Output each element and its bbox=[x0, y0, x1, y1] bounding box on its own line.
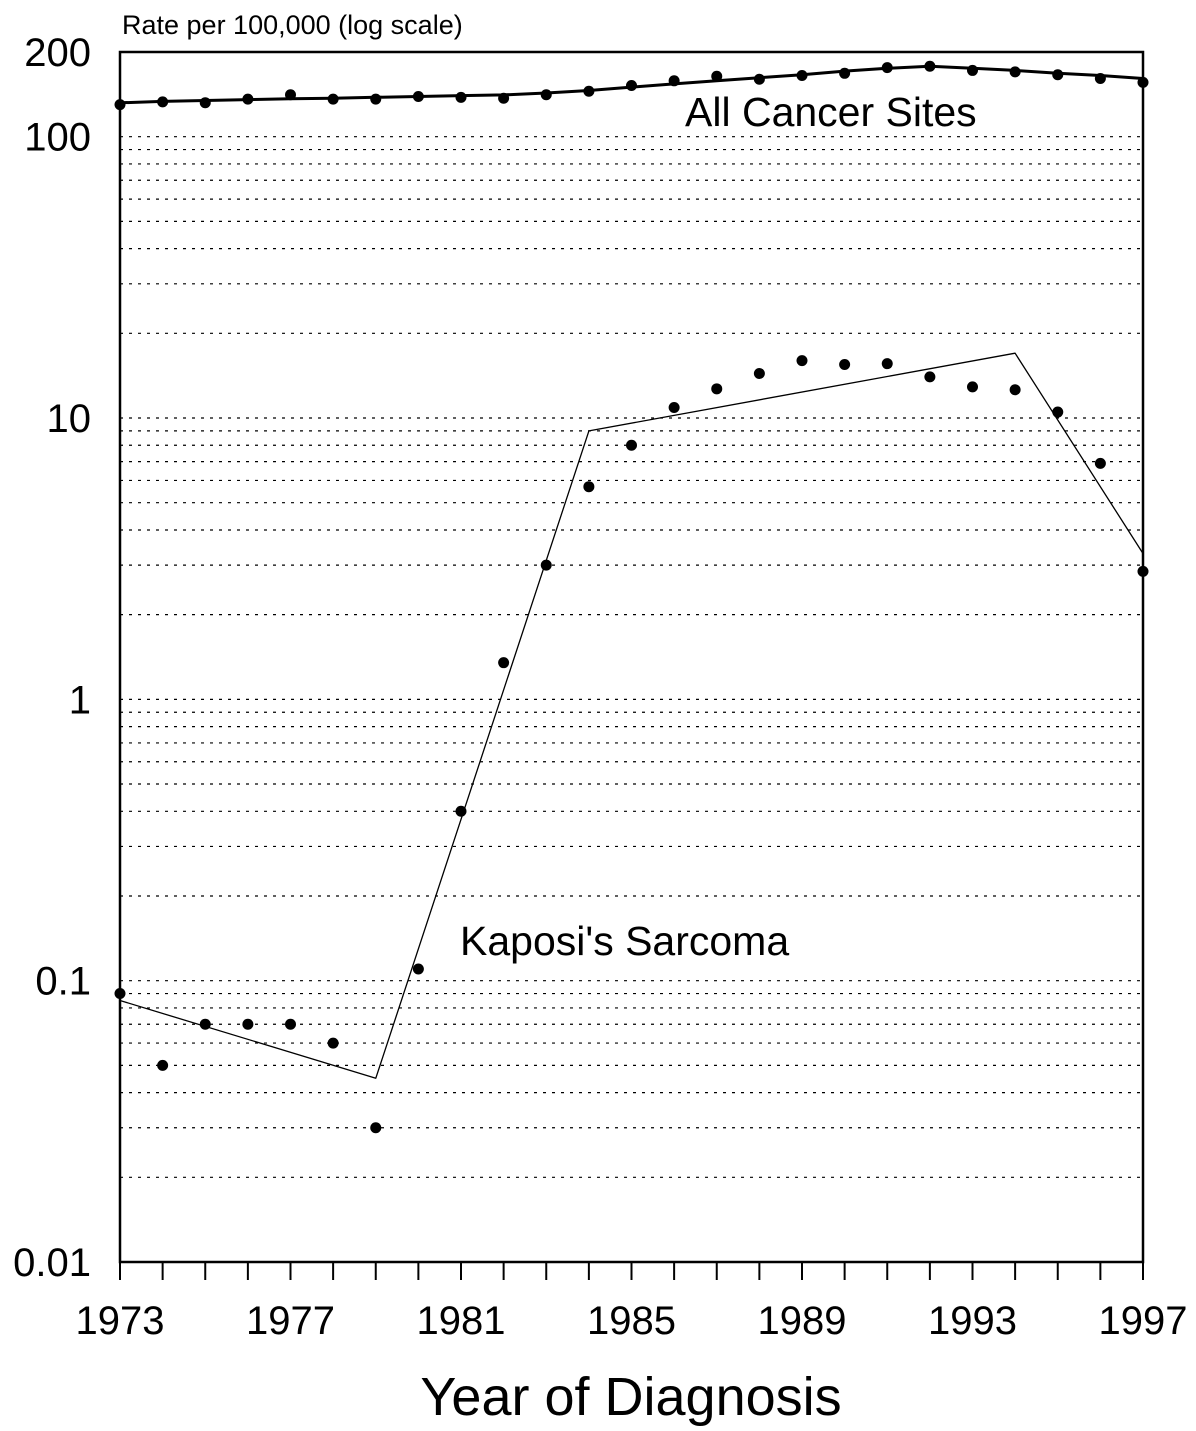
data-point-all-cancer-sites bbox=[327, 93, 339, 105]
y-tick-label: 0.1 bbox=[35, 960, 91, 1004]
trend-line-kaposis-sarcoma bbox=[119, 352, 1144, 1079]
data-point-all-cancer-sites bbox=[881, 62, 893, 74]
data-point-kaposis-sarcoma bbox=[157, 1059, 169, 1071]
data-point-all-cancer-sites bbox=[711, 70, 723, 82]
data-point-kaposis-sarcoma bbox=[540, 559, 552, 571]
y-tick-label: 10 bbox=[47, 397, 92, 441]
data-point-kaposis-sarcoma bbox=[1052, 406, 1064, 418]
data-point-kaposis-sarcoma bbox=[881, 358, 893, 370]
y-axis-label: Rate per 100,000 (log scale) bbox=[122, 10, 463, 40]
data-point-kaposis-sarcoma bbox=[967, 381, 978, 393]
y-tick-label: 1 bbox=[69, 678, 91, 722]
x-tick-label: 1977 bbox=[246, 1299, 335, 1343]
data-point-kaposis-sarcoma bbox=[1094, 457, 1106, 469]
data-point-kaposis-sarcoma bbox=[583, 481, 595, 493]
data-point-kaposis-sarcoma bbox=[370, 1122, 382, 1134]
data-point-all-cancer-sites bbox=[839, 67, 851, 79]
data-point-all-cancer-sites bbox=[1094, 73, 1106, 85]
y-tick-label: 200 bbox=[24, 31, 91, 75]
data-point-kaposis-sarcoma bbox=[242, 1018, 254, 1030]
data-point-kaposis-sarcoma bbox=[498, 657, 510, 669]
series-label-all-cancer-sites: All Cancer Sites bbox=[685, 89, 977, 135]
data-point-all-cancer-sites bbox=[540, 89, 552, 101]
data-point-all-cancer-sites bbox=[924, 60, 936, 72]
x-axis-label: Year of Diagnosis bbox=[420, 1367, 841, 1427]
x-tick-label: 1997 bbox=[1099, 1299, 1188, 1343]
data-point-kaposis-sarcoma bbox=[285, 1018, 296, 1030]
data-point-all-cancer-sites bbox=[242, 93, 254, 105]
data-point-all-cancer-sites bbox=[498, 92, 510, 104]
x-ticks: 1973 1977 1981 1985 1989 1993 1997 bbox=[76, 1262, 1188, 1343]
data-point-kaposis-sarcoma bbox=[924, 371, 936, 383]
plot-frame bbox=[118, 50, 1145, 1264]
y-ticks: 0.01 0.1 1 10 100 200 bbox=[13, 31, 91, 1285]
data-point-kaposis-sarcoma bbox=[199, 1018, 211, 1030]
x-tick-label: 1993 bbox=[928, 1299, 1017, 1343]
data-point-kaposis-sarcoma bbox=[1009, 384, 1021, 396]
data-point-all-cancer-sites bbox=[412, 90, 424, 102]
gridlines bbox=[120, 136, 1143, 1178]
data-point-all-cancer-sites bbox=[967, 64, 978, 76]
data-point-all-cancer-sites bbox=[1052, 69, 1064, 81]
data-point-kaposis-sarcoma bbox=[796, 355, 808, 367]
data-point-all-cancer-sites bbox=[370, 93, 382, 105]
data-point-all-cancer-sites bbox=[157, 96, 169, 108]
data-point-kaposis-sarcoma bbox=[626, 439, 637, 451]
x-tick-label: 1989 bbox=[758, 1299, 847, 1343]
data-point-all-cancer-sites bbox=[285, 89, 296, 101]
data-point-all-cancer-sites bbox=[455, 91, 467, 103]
data-point-all-cancer-sites bbox=[583, 85, 595, 97]
data-point-kaposis-sarcoma bbox=[327, 1037, 339, 1049]
data-point-all-cancer-sites bbox=[199, 97, 211, 109]
data-point-kaposis-sarcoma bbox=[753, 367, 765, 379]
data-points bbox=[114, 60, 1149, 1134]
y-tick-label: 100 bbox=[24, 116, 91, 160]
data-point-kaposis-sarcoma bbox=[839, 358, 851, 370]
data-point-kaposis-sarcoma bbox=[412, 963, 424, 975]
data-point-kaposis-sarcoma bbox=[668, 401, 680, 413]
data-point-all-cancer-sites bbox=[753, 73, 765, 85]
data-point-kaposis-sarcoma bbox=[711, 383, 723, 395]
x-tick-label: 1981 bbox=[417, 1299, 506, 1343]
y-tick-label: 0.01 bbox=[13, 1241, 91, 1285]
x-tick-label: 1985 bbox=[587, 1299, 676, 1343]
series-label-kaposis-sarcoma: Kaposi's Sarcoma bbox=[460, 918, 789, 964]
x-tick-label: 1973 bbox=[76, 1299, 165, 1343]
data-point-all-cancer-sites bbox=[796, 70, 808, 82]
data-point-all-cancer-sites bbox=[1009, 66, 1021, 78]
data-point-kaposis-sarcoma bbox=[455, 805, 467, 817]
data-point-all-cancer-sites bbox=[668, 75, 680, 87]
data-point-all-cancer-sites bbox=[626, 80, 637, 92]
